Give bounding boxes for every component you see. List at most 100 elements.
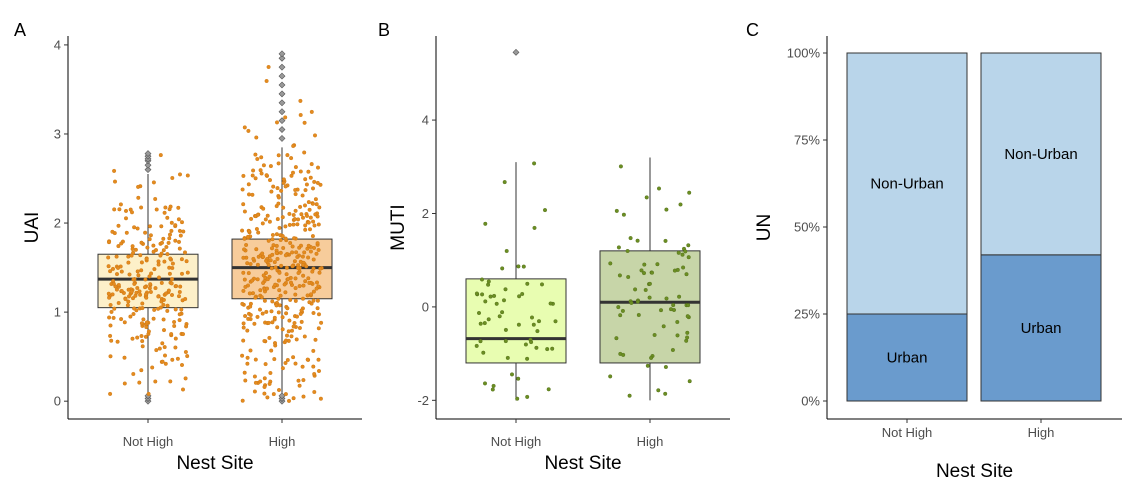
data-point: [142, 285, 147, 290]
data-point: [274, 243, 279, 248]
data-point: [530, 315, 535, 320]
data-point: [159, 280, 164, 285]
x-tick-label: Not High: [491, 434, 542, 449]
data-point: [271, 392, 276, 397]
data-point: [297, 245, 302, 250]
data-point: [252, 389, 257, 394]
data-point: [275, 120, 280, 125]
data-point: [627, 393, 632, 398]
data-point: [159, 240, 164, 245]
data-point: [293, 276, 298, 281]
data-point: [278, 293, 283, 298]
data-point: [272, 357, 277, 362]
data-point: [291, 324, 296, 329]
data-point: [241, 255, 246, 260]
data-point: [285, 358, 290, 363]
data-point: [172, 320, 177, 325]
data-point: [129, 253, 134, 258]
data-point: [246, 128, 251, 133]
data-point: [273, 341, 278, 346]
data-point: [253, 295, 258, 300]
data-point: [132, 281, 137, 286]
data-point: [173, 307, 178, 312]
data-point: [618, 164, 623, 169]
data-point: [259, 295, 264, 300]
data-point: [137, 380, 142, 385]
data-point: [302, 150, 307, 155]
data-point: [276, 161, 281, 166]
data-point: [310, 234, 315, 239]
data-point: [686, 255, 691, 260]
data-point: [116, 244, 121, 249]
data-point: [260, 311, 265, 316]
data-point: [675, 333, 680, 338]
data-point: [169, 281, 174, 286]
data-point: [306, 220, 311, 225]
outlier-point: [278, 126, 286, 133]
y-tick-label: 75%: [794, 133, 820, 148]
data-point: [147, 224, 152, 229]
data-point: [311, 186, 316, 191]
data-point: [250, 278, 255, 283]
data-point: [247, 229, 252, 234]
data-point: [310, 201, 315, 206]
data-point: [111, 315, 116, 320]
data-point: [474, 291, 479, 296]
data-point: [293, 361, 298, 366]
data-point: [288, 297, 293, 302]
data-point: [177, 228, 182, 233]
data-point: [240, 301, 245, 306]
data-point: [292, 217, 297, 222]
data-point: [284, 265, 289, 270]
data-point: [270, 232, 275, 237]
outlier-point: [278, 81, 286, 89]
data-point: [136, 184, 141, 189]
data-point: [250, 291, 255, 296]
data-point: [290, 328, 295, 333]
data-point: [618, 313, 623, 318]
data-point: [145, 245, 150, 250]
data-point: [242, 247, 247, 252]
data-point: [174, 284, 179, 289]
data-point: [169, 293, 174, 298]
data-point: [515, 396, 520, 401]
data-point: [169, 228, 174, 233]
data-point: [167, 236, 172, 241]
data-point: [166, 288, 171, 293]
data-point: [300, 193, 305, 198]
data-point: [659, 308, 664, 313]
data-point: [521, 264, 526, 269]
data-point: [250, 173, 255, 178]
data-point: [312, 245, 317, 250]
data-point: [300, 254, 305, 259]
data-point: [291, 355, 296, 360]
data-point: [140, 339, 145, 344]
data-point: [169, 277, 174, 282]
data-point: [680, 252, 685, 257]
data-point: [626, 275, 631, 280]
data-point: [258, 307, 263, 312]
data-point: [301, 273, 306, 278]
data-point: [136, 195, 141, 200]
data-point: [305, 357, 310, 362]
data-point: [290, 250, 295, 255]
data-point: [125, 303, 130, 308]
data-point: [277, 270, 282, 275]
data-point: [298, 311, 303, 316]
data-point: [164, 244, 169, 249]
data-point: [540, 282, 545, 287]
data-point: [500, 266, 505, 271]
data-point: [268, 371, 273, 376]
data-point: [267, 219, 272, 224]
data-point: [543, 208, 548, 213]
data-point: [288, 240, 293, 245]
data-point: [185, 173, 190, 178]
data-point: [678, 202, 683, 207]
data-point: [153, 286, 158, 291]
data-point: [267, 381, 272, 386]
data-point: [140, 301, 145, 306]
data-point: [143, 230, 148, 235]
data-point: [179, 363, 184, 368]
data-point: [283, 361, 288, 366]
data-point: [290, 244, 295, 249]
